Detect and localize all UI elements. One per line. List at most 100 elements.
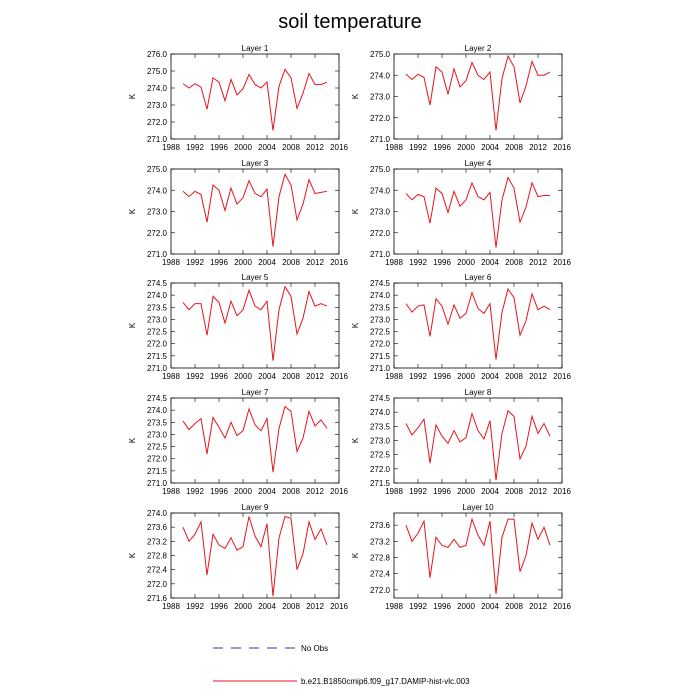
y-axis-label: K [351,93,360,99]
x-tick-label: 2016 [553,143,571,152]
y-tick-label: 273.5 [147,418,168,427]
y-axis-label: K [351,552,360,558]
y-tick-label: 272.0 [147,580,168,589]
x-tick-label: 2004 [481,372,499,381]
panel-layer-5: Layer 5 271.0 271.5 272.0 272.5 273.0 273.5 274… [128,273,348,381]
x-tick-label: 2000 [234,258,252,267]
series-line [405,176,550,248]
x-tick-label: 1996 [210,372,228,381]
x-tick-label: 2000 [234,372,252,381]
y-tick-label: 271.5 [370,352,391,361]
x-tick-label: 1992 [409,487,427,496]
panel-title: Layer 9 [242,503,269,512]
y-tick-label: 274.0 [370,71,391,80]
plot-frame [170,53,340,140]
y-tick-label: 275.0 [370,165,391,174]
panel-layer-6: Layer 6 271.0 271.5 272.0 272.5 273.0 273.5 274… [351,273,571,381]
panel-title: Layer 7 [242,388,269,397]
y-tick-label: 271.0 [147,479,168,488]
x-tick-label: 1996 [433,602,451,611]
series-line [182,285,328,361]
y-tick-label: 273.5 [147,303,168,312]
x-tick-label: 2004 [258,143,276,152]
panel-title: Layer 4 [465,159,492,168]
y-tick-label: 272.0 [147,455,168,464]
x-tick-label: 2008 [282,143,300,152]
x-tick-label: 2000 [457,258,475,267]
x-tick-label: 2012 [529,372,547,381]
y-tick-label: 273.6 [370,521,391,530]
y-tick-label: 272.4 [147,566,168,575]
y-tick-label: 276.0 [147,50,168,59]
x-tick-label: 2016 [553,487,571,496]
panel-layer-1: Layer 1 271.0 272.0 273.0 274.0 275.0 276.0 198… [128,44,348,152]
series-line [182,68,328,131]
y-tick-label: 272.0 [370,229,391,238]
x-tick-label: 2008 [505,487,523,496]
panel-title: Layer 10 [462,503,494,512]
y-axis-label: K [351,208,360,214]
x-tick-label: 1988 [385,143,403,152]
x-tick-label: 1996 [433,258,451,267]
x-tick-label: 1992 [186,372,204,381]
x-tick-label: 2012 [306,143,324,152]
x-tick-label: 1992 [186,487,204,496]
panel-title: Layer 1 [242,44,269,53]
x-tick-label: 2016 [330,372,348,381]
x-tick-label: 1992 [409,258,427,267]
panel-title: Layer 3 [242,159,269,168]
x-tick-label: 2008 [505,258,523,267]
panel-layer-9: Layer 9 271.6 272.0 272.4 272.8 273.2 273.6 274… [128,503,348,611]
x-tick-label: 2004 [481,143,499,152]
plot-frame [393,397,563,484]
x-tick-label: 2012 [529,602,547,611]
x-tick-label: 1996 [210,258,228,267]
x-tick-label: 2016 [553,372,571,381]
plot-frame [393,168,563,255]
x-tick-label: 2016 [553,602,571,611]
x-tick-label: 2000 [457,372,475,381]
x-tick-label: 2004 [258,258,276,267]
plot-frame [170,397,340,484]
y-tick-label: 271.0 [147,135,168,144]
y-tick-label: 274.0 [147,84,168,93]
x-tick-label: 2016 [330,143,348,152]
x-tick-label: 2008 [282,602,300,611]
y-tick-label: 272.0 [147,340,168,349]
x-tick-label: 1988 [385,602,403,611]
x-tick-label: 2000 [234,602,252,611]
y-tick-label: 273.0 [370,437,391,446]
y-tick-label: 274.5 [147,279,168,288]
panel-title: Layer 5 [242,273,269,282]
y-axis-label: K [128,437,137,443]
y-tick-label: 273.0 [370,208,391,217]
y-tick-label: 273.6 [147,523,168,532]
y-tick-label: 275.0 [370,50,391,59]
y-axis-label: K [128,208,137,214]
y-tick-label: 272.4 [370,570,391,579]
y-tick-label: 273.5 [370,303,391,312]
x-tick-label: 2004 [258,487,276,496]
y-axis-label: K [128,552,137,558]
panel-layer-8: Layer 8 271.5 272.0 272.5 273.0 273.5 274.0 274… [351,388,571,496]
series-line [182,405,328,473]
y-tick-label: 273.5 [370,422,391,431]
y-tick-label: 274.0 [147,509,168,518]
plot-frame [170,168,340,255]
x-tick-label: 2008 [505,143,523,152]
x-tick-label: 2016 [330,602,348,611]
plot-frame [393,512,563,599]
plot-frame [170,512,340,599]
y-axis-label: K [128,322,137,328]
y-tick-label: 271.5 [147,467,168,476]
y-tick-label: 274.5 [147,394,168,403]
plot-frame [393,282,563,369]
x-tick-label: 2016 [330,258,348,267]
panels-grid: Layer 1 271.0 272.0 273.0 274.0 275.0 276.0 198… [128,44,571,611]
legend-noobs-label: No Obs [301,644,328,653]
plot-frame [170,282,340,369]
panel-layer-10: Layer 10 272.0 272.4 272.8 273.2 273.6 1988 199… [351,503,571,611]
x-tick-label: 2004 [258,602,276,611]
x-tick-label: 1996 [210,602,228,611]
x-tick-label: 1988 [385,487,403,496]
